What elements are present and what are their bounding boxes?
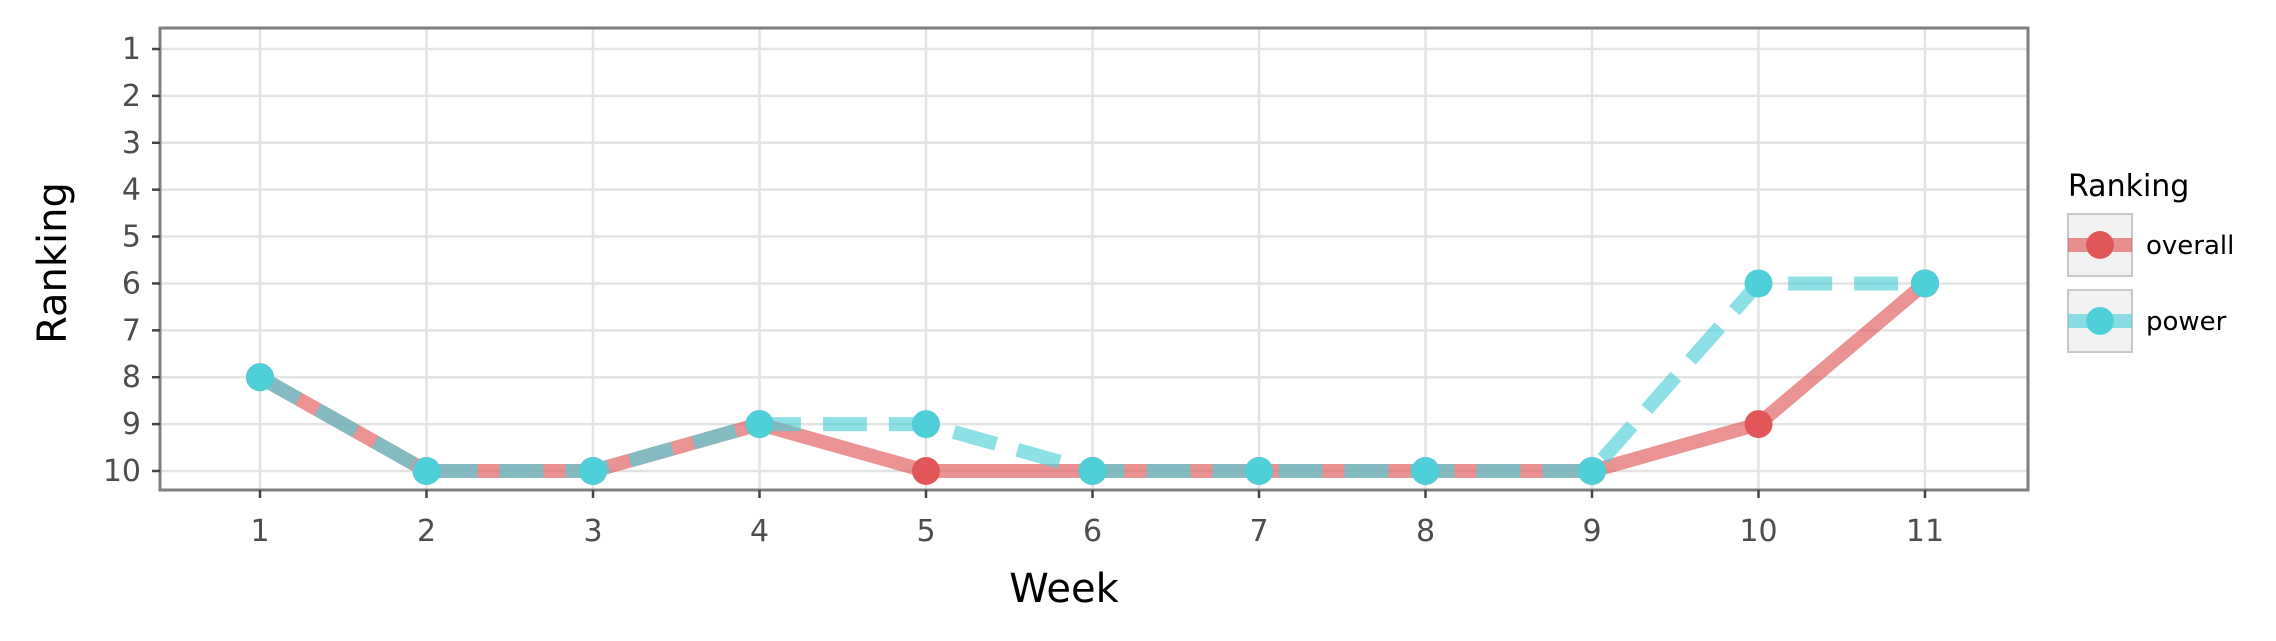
y-tick-label: 10 [103,454,141,489]
y-tick-label: 4 [122,173,141,208]
data-point-power [1411,457,1440,485]
x-tick-label: 9 [1582,514,1601,549]
legend-title: Ranking [2068,169,2189,204]
y-axis-title: Ranking [30,182,76,344]
y-tick-label: 8 [122,360,141,395]
x-tick-label: 8 [1416,514,1435,549]
x-tick-label: 3 [583,514,602,549]
data-point-power [579,457,607,485]
legend-key-point [2086,231,2114,259]
legend: Ranking overall power [2067,169,2234,353]
y-tick-label: 7 [122,313,141,348]
x-tick-label: 6 [1083,514,1102,549]
x-tick-label: 10 [1739,514,1777,549]
data-point-power [246,363,274,392]
data-point-power [1911,269,1939,298]
y-tick-label: 9 [122,407,141,442]
data-point-overall [912,457,940,485]
x-tick-label: 7 [1249,514,1268,549]
x-axis-title: Week [1009,566,1119,612]
legend-label-overall: overall [2146,231,2234,261]
data-point-power [1744,269,1773,298]
data-point-power [912,410,940,439]
legend-label-power: power [2146,307,2227,337]
y-tick-label: 5 [122,220,141,255]
x-tick-label: 11 [1906,514,1944,549]
data-point-power [1245,457,1273,485]
data-point-overall [1744,410,1773,439]
x-tick-label: 4 [750,514,769,549]
plot-panel [160,28,2028,490]
x-tick-label: 1 [250,514,269,549]
data-point-power [745,410,774,439]
x-tick-label: 2 [417,514,436,549]
data-point-power [412,457,441,485]
x-tick-label: 5 [916,514,935,549]
y-tick-label: 1 [122,32,141,67]
series-lines [246,269,1939,485]
data-point-power [1078,457,1107,485]
y-tick-label: 3 [122,126,141,161]
y-tick-label: 6 [122,266,141,301]
data-point-power [1578,457,1606,485]
y-tick-label: 2 [122,79,141,114]
legend-key-point [2086,307,2114,335]
plot-border [158,26,2030,492]
